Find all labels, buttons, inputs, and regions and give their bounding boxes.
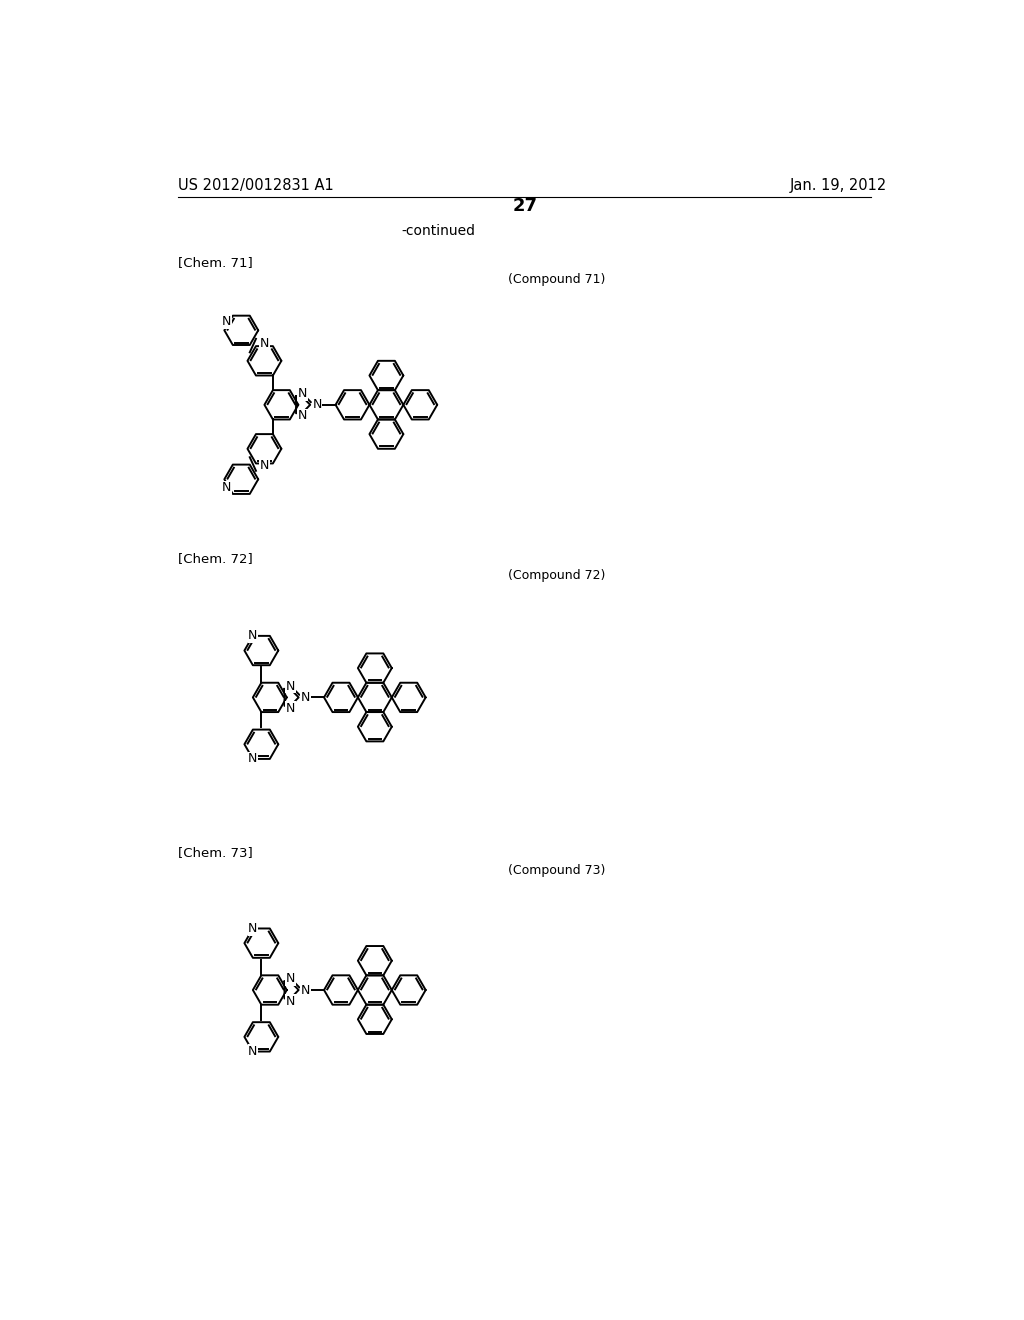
Text: N: N — [286, 995, 296, 1007]
Text: N: N — [248, 630, 258, 643]
Text: N: N — [248, 921, 258, 935]
Text: N: N — [298, 387, 307, 400]
Text: (Compound 72): (Compound 72) — [508, 569, 605, 582]
Text: N: N — [286, 973, 296, 985]
Text: [Chem. 72]: [Chem. 72] — [178, 552, 253, 565]
Text: N: N — [222, 315, 231, 329]
Text: N: N — [222, 482, 231, 494]
Text: N: N — [248, 1045, 258, 1059]
Text: N: N — [260, 459, 269, 473]
Text: (Compound 71): (Compound 71) — [508, 273, 605, 286]
Text: N: N — [286, 680, 296, 693]
Text: N: N — [301, 690, 310, 704]
Text: (Compound 73): (Compound 73) — [508, 865, 605, 878]
Text: US 2012/0012831 A1: US 2012/0012831 A1 — [178, 178, 334, 193]
Text: [Chem. 71]: [Chem. 71] — [178, 256, 253, 269]
Text: N: N — [286, 702, 296, 715]
Text: N: N — [301, 983, 310, 997]
Text: N: N — [298, 409, 307, 422]
Text: N: N — [312, 399, 322, 412]
Text: N: N — [260, 338, 269, 350]
Text: [Chem. 73]: [Chem. 73] — [178, 846, 253, 859]
Text: Jan. 19, 2012: Jan. 19, 2012 — [790, 178, 887, 193]
Text: N: N — [248, 752, 258, 766]
Text: -continued: -continued — [401, 224, 475, 238]
Text: 27: 27 — [512, 197, 538, 215]
